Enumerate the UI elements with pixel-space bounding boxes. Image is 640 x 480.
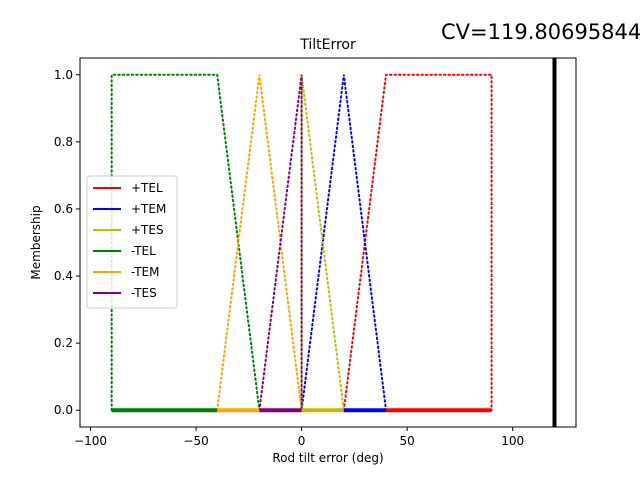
series-line-neg-tes	[258, 74, 303, 412]
x-tick-label: 100	[501, 434, 524, 448]
legend-label: +TES	[131, 223, 164, 237]
series-line-neg-tem	[216, 74, 303, 412]
cv-annotation: CV=119.80695844	[441, 20, 640, 44]
legend: +TEL +TEM +TES -TEL -TEM -TES	[86, 175, 178, 309]
legend-label: -TES	[131, 286, 157, 300]
series-line-posneg-tel	[342, 73, 493, 412]
x-tick-label: −100	[74, 434, 107, 448]
legend-label: +TEL	[131, 181, 163, 195]
x-tick-label: 50	[400, 434, 415, 448]
y-tick-label: 0.4	[54, 269, 73, 283]
axes-frame	[79, 57, 577, 428]
x-tick-label: 0	[298, 434, 306, 448]
y-tick-label: 0.0	[54, 403, 73, 417]
y-axis-label: Membership	[29, 205, 43, 279]
y-tick-label: 0.2	[54, 336, 73, 350]
y-tick-label: 0.8	[54, 135, 73, 149]
series-line-posneg-tem	[300, 74, 388, 412]
legend-label: -TEL	[131, 244, 156, 258]
legend-label: -TEM	[131, 265, 160, 279]
y-tick-label: 0.6	[54, 202, 73, 216]
x-axis-label: Rod tilt error (deg)	[272, 451, 383, 465]
legend-label: +TEM	[131, 202, 166, 216]
chart-title: TiltError	[299, 37, 356, 53]
y-tick-label: 1.0	[54, 68, 73, 82]
x-tick-label: −50	[183, 434, 208, 448]
